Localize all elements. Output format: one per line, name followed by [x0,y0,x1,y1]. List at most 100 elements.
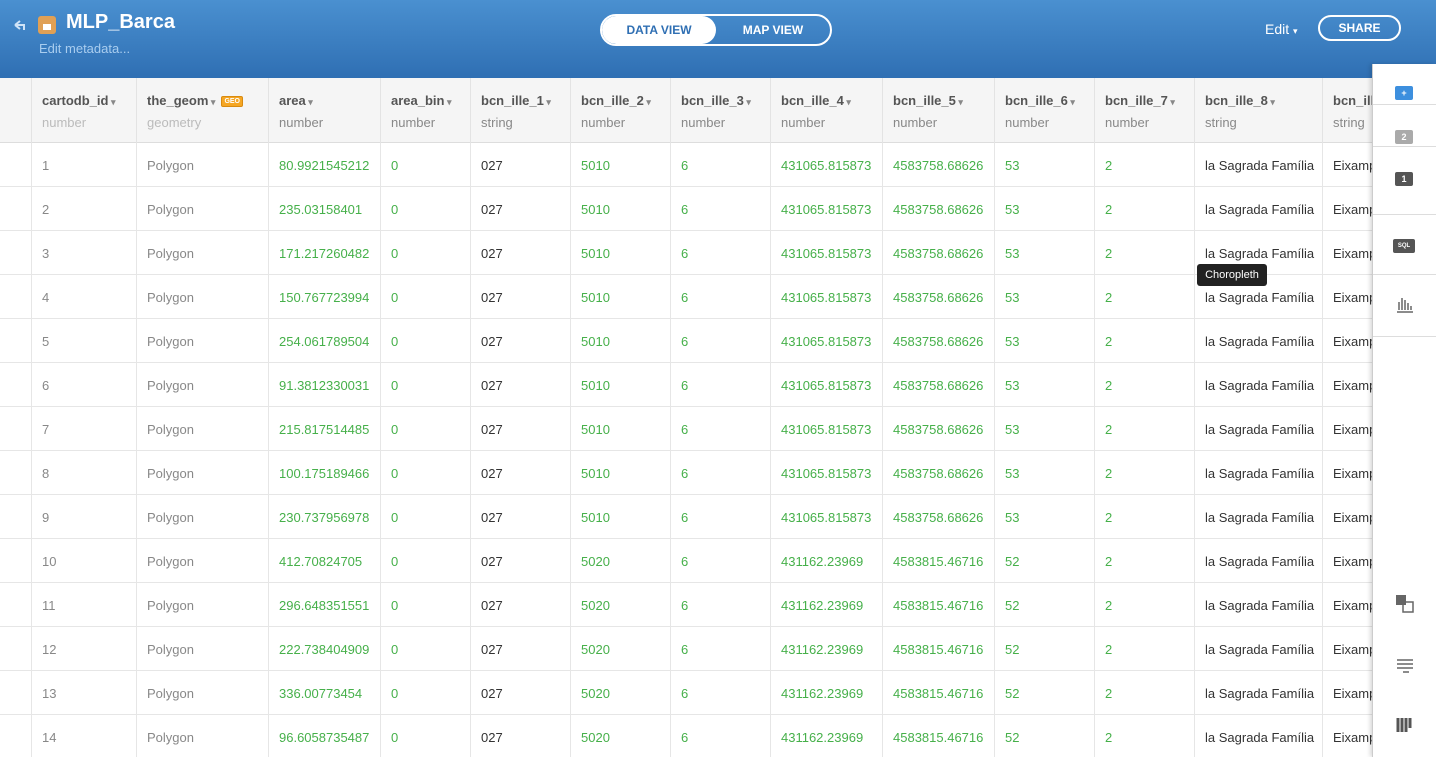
table-cell[interactable]: Polygon [136,143,268,187]
table-cell[interactable]: 2 [1094,363,1194,407]
table-cell[interactable]: 53 [994,407,1094,451]
table-cell[interactable]: 4583815.46716 [882,715,994,757]
table-cell[interactable]: 3 [31,231,136,275]
table-cell[interactable]: 4583758.68626 [882,407,994,451]
table-cell[interactable]: 2 [31,187,136,231]
table-cell[interactable]: 0 [380,671,470,715]
table-cell[interactable]: 5020 [570,627,670,671]
table-cell[interactable]: 0 [380,275,470,319]
column-header[interactable]: cartodb_idnumber [31,78,136,143]
table-cell[interactable]: 5010 [570,363,670,407]
table-cell[interactable]: Eixamp [1322,627,1372,671]
table-cell[interactable]: 5010 [570,407,670,451]
table-cell[interactable]: 6 [670,715,770,757]
table-cell[interactable]: Polygon [136,715,268,757]
table-cell[interactable]: 222.738404909 [268,627,380,671]
table-cell[interactable]: Polygon [136,627,268,671]
table-cell[interactable]: 5020 [570,583,670,627]
table-cell[interactable]: 027 [470,583,570,627]
table-cell[interactable]: 0 [380,231,470,275]
table-cell[interactable]: 5010 [570,319,670,363]
table-cell[interactable]: 53 [994,187,1094,231]
table-cell[interactable]: 2 [1094,715,1194,757]
column-name[interactable]: bcn_ille_5 [893,93,963,108]
table-cell[interactable]: la Sagrada Família [1194,187,1322,231]
table-cell[interactable]: 12 [31,627,136,671]
table-cell[interactable]: 53 [994,451,1094,495]
table-cell[interactable]: 171.217260482 [268,231,380,275]
table-cell[interactable]: 296.648351551 [268,583,380,627]
data-view-tab[interactable]: DATA VIEW [602,16,716,44]
table-cell[interactable]: 52 [994,671,1094,715]
table-cell[interactable]: Eixamp [1322,187,1372,231]
table-cell[interactable]: la Sagrada Família [1194,275,1322,319]
table-cell[interactable]: 52 [994,627,1094,671]
column-header[interactable]: bcn_illstring [1322,78,1372,143]
table-cell[interactable]: 431162.23969 [770,627,882,671]
table-cell[interactable]: 027 [470,627,570,671]
table-cell[interactable]: 412.70824705 [268,539,380,583]
column-name[interactable]: area [279,93,313,108]
legend-icon[interactable] [1395,716,1415,736]
table-cell[interactable]: 4583758.68626 [882,451,994,495]
column-name[interactable]: bcn_ille_6 [1005,93,1075,108]
table-cell[interactable]: 100.175189466 [268,451,380,495]
table-cell[interactable]: 6 [670,627,770,671]
share-button[interactable]: SHARE [1318,15,1401,41]
table-cell[interactable]: 431065.815873 [770,451,882,495]
table-cell[interactable]: 027 [470,407,570,451]
table-cell[interactable]: Eixamp [1322,275,1372,319]
table-cell[interactable]: Polygon [136,363,268,407]
table-cell[interactable]: 5010 [570,495,670,539]
column-header[interactable]: the_geom GEO geometry [136,78,268,143]
table-cell[interactable]: 5020 [570,715,670,757]
table-cell[interactable]: 2 [1094,627,1194,671]
table-cell[interactable]: Eixamp [1322,319,1372,363]
table-cell[interactable]: 0 [380,539,470,583]
table-cell[interactable]: 5 [31,319,136,363]
table-cell[interactable]: 13 [31,671,136,715]
table-cell[interactable]: 431162.23969 [770,539,882,583]
table-cell[interactable]: 4583815.46716 [882,627,994,671]
table-cell[interactable]: Eixamp [1322,231,1372,275]
table-cell[interactable]: 53 [994,143,1094,187]
table-cell[interactable]: 6 [670,187,770,231]
table-cell[interactable]: 027 [470,363,570,407]
table-cell[interactable]: 4583758.68626 [882,275,994,319]
table-cell[interactable]: 6 [670,495,770,539]
column-header[interactable]: bcn_ille_6number [994,78,1094,143]
column-header[interactable]: bcn_ille_4number [770,78,882,143]
table-cell[interactable]: 52 [994,715,1094,757]
edit-label[interactable]: Edit [1265,21,1290,37]
table-cell[interactable]: Polygon [136,539,268,583]
table-cell[interactable]: 6 [670,539,770,583]
layer-two[interactable]: 2 [1395,130,1413,144]
table-cell[interactable]: 027 [470,451,570,495]
table-cell[interactable]: 0 [380,627,470,671]
table-cell[interactable]: 52 [994,539,1094,583]
table-cell[interactable]: Polygon [136,319,268,363]
table-cell[interactable]: 91.3812330031 [268,363,380,407]
table-cell[interactable]: 027 [470,187,570,231]
table-cell[interactable]: 027 [470,319,570,363]
table-cell[interactable]: 5010 [570,187,670,231]
table-cell[interactable]: 1 [31,143,136,187]
table-cell[interactable]: 6 [670,671,770,715]
table-cell[interactable]: la Sagrada Família [1194,539,1322,583]
table-cell[interactable]: 4583758.68626 [882,231,994,275]
table-cell[interactable]: 235.03158401 [268,187,380,231]
table-cell[interactable]: 7 [31,407,136,451]
table-cell[interactable]: 431162.23969 [770,583,882,627]
table-cell[interactable]: 80.9921545212 [268,143,380,187]
table-cell[interactable]: 52 [994,583,1094,627]
table-cell[interactable]: la Sagrada Família [1194,583,1322,627]
table-cell[interactable]: 0 [380,583,470,627]
table-cell[interactable]: 2 [1094,231,1194,275]
table-cell[interactable]: 0 [380,451,470,495]
edit-metadata[interactable]: Edit metadata... [39,41,131,56]
table-cell[interactable]: 027 [470,715,570,757]
add-layer[interactable]: + [1395,86,1413,100]
table-cell[interactable]: 431065.815873 [770,407,882,451]
table-cell[interactable]: Eixamp [1322,715,1372,757]
table-cell[interactable]: 4583758.68626 [882,319,994,363]
